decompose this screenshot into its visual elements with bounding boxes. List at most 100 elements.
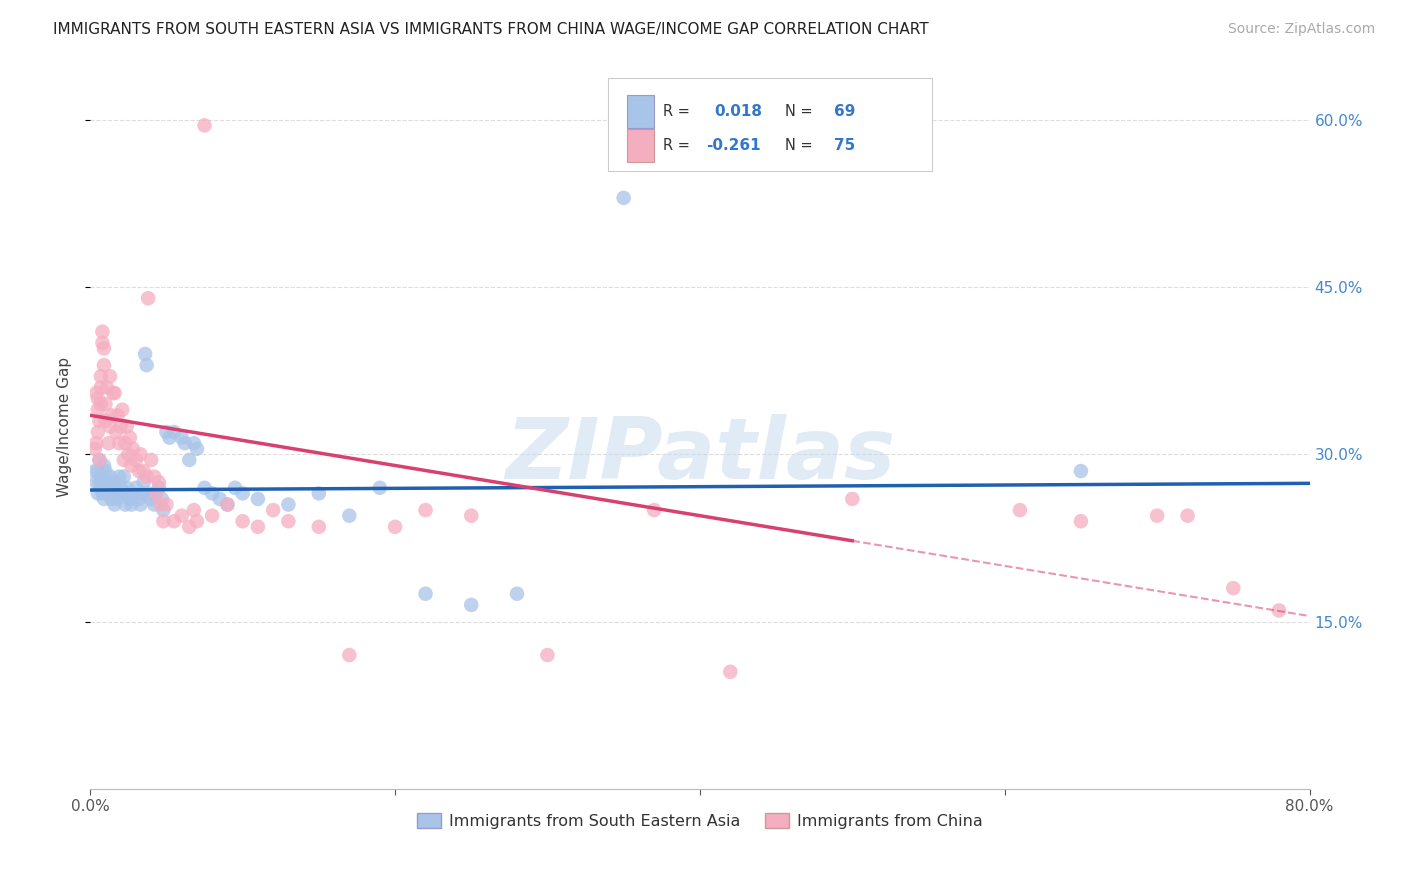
Point xyxy=(114,498,136,512)
Point xyxy=(94,397,117,411)
Point xyxy=(97,475,120,490)
Point xyxy=(415,587,437,601)
Point xyxy=(128,464,150,478)
Point xyxy=(384,520,406,534)
Point xyxy=(308,486,330,500)
Point xyxy=(93,342,115,356)
Text: -0.261: -0.261 xyxy=(706,138,761,153)
Point xyxy=(129,498,152,512)
Point xyxy=(86,386,108,401)
Point xyxy=(97,436,120,450)
Point xyxy=(128,491,150,506)
Text: 75: 75 xyxy=(834,138,855,153)
Point xyxy=(506,587,529,601)
Point xyxy=(94,414,117,428)
Point xyxy=(148,481,170,495)
Point xyxy=(108,469,131,483)
Point xyxy=(115,419,138,434)
Point xyxy=(107,409,129,423)
Point xyxy=(90,469,112,483)
Point xyxy=(1268,603,1291,617)
Point xyxy=(94,481,117,495)
Text: R =: R = xyxy=(664,103,690,119)
Point xyxy=(841,491,863,506)
Point xyxy=(114,436,136,450)
Point xyxy=(232,486,254,500)
Point xyxy=(136,291,159,305)
Point xyxy=(173,436,195,450)
Point xyxy=(112,453,135,467)
Point xyxy=(110,419,132,434)
Point xyxy=(118,431,141,445)
Point xyxy=(152,503,174,517)
Point xyxy=(179,453,201,467)
Point xyxy=(224,481,246,495)
Point xyxy=(98,469,121,483)
Point xyxy=(89,453,111,467)
Point xyxy=(145,486,167,500)
Point xyxy=(179,520,201,534)
Point xyxy=(159,431,181,445)
Point xyxy=(208,491,231,506)
Point xyxy=(105,486,128,500)
Point xyxy=(143,498,166,512)
Point xyxy=(232,514,254,528)
Point xyxy=(91,486,114,500)
Point xyxy=(308,520,330,534)
Point xyxy=(277,514,299,528)
Point xyxy=(100,409,122,423)
Legend: Immigrants from South Eastern Asia, Immigrants from China: Immigrants from South Eastern Asia, Immi… xyxy=(411,806,988,835)
Point xyxy=(86,436,108,450)
Point xyxy=(89,414,111,428)
Point xyxy=(135,469,157,483)
Point xyxy=(1222,581,1244,595)
Text: N =: N = xyxy=(785,103,813,119)
Point xyxy=(87,402,110,417)
Text: 0.018: 0.018 xyxy=(714,103,762,119)
Point xyxy=(163,425,186,439)
Point xyxy=(193,119,215,133)
Point xyxy=(93,358,115,372)
Point xyxy=(262,503,284,517)
Point xyxy=(718,665,741,679)
Point xyxy=(141,491,163,506)
Point xyxy=(186,442,208,456)
Point xyxy=(118,491,141,506)
Point xyxy=(91,475,114,490)
Point xyxy=(87,425,110,439)
Point xyxy=(460,508,482,523)
Point xyxy=(136,486,159,500)
Point xyxy=(155,425,177,439)
Point xyxy=(613,191,636,205)
Point xyxy=(98,419,121,434)
Point xyxy=(460,598,482,612)
Point xyxy=(125,453,148,467)
Point xyxy=(163,514,186,528)
Point xyxy=(1008,503,1031,517)
Point xyxy=(101,481,124,495)
Point xyxy=(117,447,139,461)
Point xyxy=(115,481,138,495)
Point xyxy=(93,491,115,506)
Point xyxy=(183,503,205,517)
Point xyxy=(104,498,127,512)
Point xyxy=(536,648,558,662)
Point xyxy=(201,486,224,500)
Point xyxy=(132,475,155,490)
Point xyxy=(104,386,127,401)
Point xyxy=(91,325,114,339)
Point xyxy=(100,491,122,506)
Point xyxy=(277,498,299,512)
Point xyxy=(1070,514,1092,528)
Point xyxy=(90,481,112,495)
Point xyxy=(415,503,437,517)
Point xyxy=(111,486,134,500)
Point xyxy=(246,520,269,534)
Point xyxy=(94,464,117,478)
Text: 69: 69 xyxy=(834,103,855,119)
Point xyxy=(91,335,114,350)
Point xyxy=(87,486,110,500)
Point xyxy=(86,475,108,490)
Point xyxy=(98,369,121,384)
Point xyxy=(149,498,172,512)
